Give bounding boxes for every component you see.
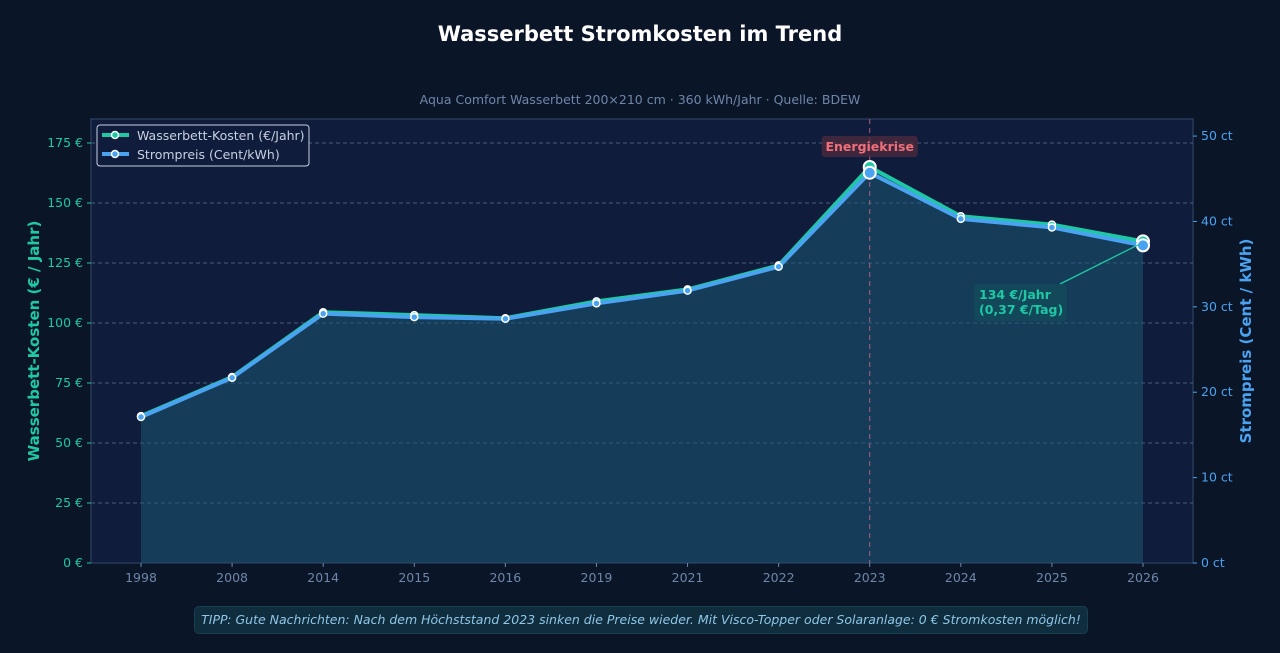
y-tick-label: 100 € (47, 315, 83, 330)
legend-label: Wasserbett-Kosten (€/Jahr) (137, 128, 305, 143)
legend-marker (110, 130, 120, 140)
y-tick-label: 0 € (63, 555, 83, 570)
data-point (410, 312, 419, 322)
data-point (956, 214, 966, 224)
data-point (862, 165, 877, 180)
annotation-text: 134 €/Jahr (979, 287, 1052, 302)
legend-label: Strompreis (Cent/kWh) (137, 147, 280, 162)
tip-banner: TIPP: Gute Nachrichten: Nach dem Höchsts… (194, 606, 1088, 634)
x-tick-label: 2026 (1127, 570, 1159, 585)
x-tick-label: 2022 (763, 570, 795, 585)
y-right-tick-label: 0 ct (1201, 555, 1225, 570)
x-tick-label: 2021 (672, 570, 704, 585)
legend-box (96, 124, 310, 167)
y-tick-label: 50 € (55, 435, 83, 450)
data-point (683, 286, 692, 295)
y-right-tick-label: 50 ct (1201, 128, 1233, 143)
annotation-arrow (1059, 243, 1140, 285)
y-right-tick-label: 20 ct (1201, 384, 1233, 399)
chart-subtitle: Aqua Comfort Wasserbett 200×210 cm · 360… (419, 92, 861, 107)
annotation-box (974, 284, 1067, 321)
area-fill (141, 167, 1143, 563)
y-tick-label: 150 € (47, 195, 83, 210)
y-right-axis-label: Strompreis (Cent / kWh) (1237, 239, 1255, 444)
y-right-tick-label: 10 ct (1201, 470, 1233, 485)
x-tick-label: 2019 (581, 570, 613, 585)
x-tick-label: 2014 (307, 570, 339, 585)
x-tick-label: 2016 (489, 570, 521, 585)
data-point (501, 314, 510, 324)
y-axis-label: Wasserbett-Kosten (€ / Jahr) (25, 221, 43, 462)
y-right-tick-label: 40 ct (1201, 213, 1233, 228)
series-line-1 (140, 170, 1144, 419)
data-point (227, 373, 237, 382)
data-point (774, 262, 783, 271)
x-tick-label: 2023 (854, 570, 886, 585)
x-tick-label: 2015 (398, 570, 430, 585)
legend-marker (110, 149, 120, 159)
crisis-label: Energiekrise (825, 139, 913, 154)
data-point (1136, 238, 1150, 253)
y-tick-label: 125 € (47, 255, 83, 270)
x-tick-label: 2025 (1036, 570, 1068, 585)
annotation-daily: (0,37 €/Tag) (979, 302, 1063, 317)
chart-title: Wasserbett Stromkosten im Trend (437, 22, 843, 46)
x-tick-label: 2024 (945, 570, 977, 585)
data-point (318, 309, 328, 318)
x-tick-label: 1998 (125, 570, 157, 585)
data-point (1047, 223, 1057, 232)
y-right-tick-label: 30 ct (1201, 299, 1233, 314)
y-tick-label: 75 € (55, 375, 83, 390)
y-tick-label: 175 € (47, 135, 83, 150)
crisis-label-box (821, 136, 918, 157)
y-tick-label: 25 € (55, 495, 83, 510)
data-point (592, 299, 601, 308)
x-tick-label: 2008 (216, 570, 248, 585)
data-point (136, 412, 146, 422)
